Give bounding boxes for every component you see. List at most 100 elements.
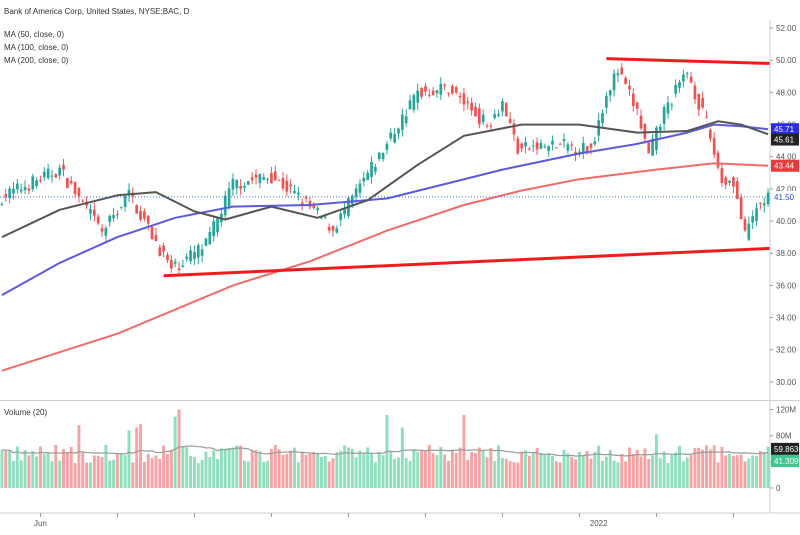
candle bbox=[497, 109, 500, 118]
candle-body bbox=[408, 100, 412, 110]
candle-body bbox=[581, 142, 585, 153]
candle bbox=[658, 123, 662, 138]
candle-body bbox=[385, 143, 389, 150]
candle bbox=[458, 92, 462, 104]
candle-body bbox=[204, 238, 208, 246]
volume-bar bbox=[647, 459, 651, 488]
volume-bar bbox=[139, 424, 142, 488]
ma50-line bbox=[1, 120, 769, 239]
candle-body bbox=[762, 203, 766, 206]
candle bbox=[462, 87, 466, 112]
candle-body bbox=[739, 197, 743, 220]
candle bbox=[327, 223, 331, 234]
candle-body bbox=[308, 200, 312, 207]
volume-bar bbox=[212, 450, 216, 488]
candle-body bbox=[139, 210, 142, 220]
trendline-0 bbox=[163, 246, 771, 278]
volume-bar bbox=[273, 444, 277, 488]
candle-body bbox=[516, 138, 520, 154]
volume-bar bbox=[358, 450, 362, 488]
volume-bar bbox=[635, 449, 639, 488]
candle bbox=[385, 140, 389, 155]
candle bbox=[581, 136, 585, 159]
volume-bar bbox=[373, 462, 377, 488]
volume-bar bbox=[370, 452, 373, 488]
volume-bar bbox=[0, 449, 4, 488]
volume-title[interactable]: Volume (20) bbox=[4, 408, 47, 417]
candle-body bbox=[200, 249, 204, 256]
candle bbox=[15, 178, 19, 194]
candle-body bbox=[270, 173, 273, 184]
legend-ma50[interactable]: MA (50, close, 0) bbox=[4, 30, 64, 39]
ma100-line bbox=[1, 123, 769, 296]
volume-bar bbox=[439, 446, 443, 488]
candle bbox=[547, 145, 550, 157]
candle bbox=[143, 208, 146, 222]
candle-body bbox=[470, 103, 473, 111]
price-tick-label: 42.00 bbox=[776, 185, 797, 194]
candle-body bbox=[158, 247, 162, 256]
candle-body bbox=[528, 148, 531, 150]
candle bbox=[81, 199, 85, 203]
candle bbox=[27, 184, 31, 195]
volume-bar bbox=[23, 449, 27, 488]
volume-bar bbox=[69, 447, 73, 488]
legend-ma100[interactable]: MA (100, close, 0) bbox=[4, 43, 69, 52]
candle bbox=[689, 71, 693, 84]
volume-bar bbox=[504, 459, 508, 488]
candle bbox=[447, 92, 450, 97]
candle bbox=[412, 93, 416, 113]
volume-tick-label: 0 bbox=[776, 484, 781, 493]
candle bbox=[119, 206, 123, 210]
volume-bar bbox=[527, 455, 531, 488]
time-tick-label: 2022 bbox=[590, 519, 608, 528]
candle bbox=[108, 214, 112, 227]
volume-bar bbox=[658, 458, 662, 488]
volume-bar bbox=[751, 455, 755, 488]
volume-bar bbox=[678, 445, 681, 488]
candle bbox=[435, 89, 439, 98]
volume-bar bbox=[77, 425, 81, 488]
candle-body bbox=[439, 83, 443, 95]
candle bbox=[339, 209, 343, 227]
candle-body bbox=[227, 188, 231, 206]
volume-bar bbox=[350, 448, 354, 488]
volume-bar bbox=[312, 451, 316, 488]
volume-bar bbox=[169, 449, 173, 488]
volume-bar bbox=[200, 459, 204, 488]
candle bbox=[682, 69, 685, 88]
candle-body bbox=[481, 114, 485, 123]
candle bbox=[281, 172, 285, 192]
candle bbox=[208, 226, 212, 246]
candle-body bbox=[435, 90, 439, 94]
candle-body bbox=[531, 145, 535, 147]
candle bbox=[289, 179, 293, 194]
volume-tag-0: 59.863M bbox=[771, 442, 800, 455]
volume-bar bbox=[85, 462, 89, 488]
candle-body bbox=[458, 96, 462, 98]
ma-tag-1-label: 45.61 bbox=[774, 136, 795, 145]
candle-body bbox=[254, 174, 258, 178]
price-tick-label: 34.00 bbox=[776, 314, 797, 323]
volume-bar bbox=[708, 449, 712, 488]
candle bbox=[262, 173, 266, 181]
candle bbox=[470, 97, 473, 116]
volume-bar bbox=[281, 454, 285, 488]
current-price-tag: 41.50 bbox=[771, 190, 799, 203]
candle bbox=[732, 176, 735, 194]
ma200-line bbox=[1, 162, 769, 372]
candle bbox=[566, 141, 570, 155]
candle bbox=[293, 184, 296, 195]
volume-bar bbox=[243, 460, 246, 488]
volume-bar bbox=[716, 462, 720, 488]
volume-tag-0-label: 59.863M bbox=[774, 445, 800, 454]
candle-body bbox=[39, 180, 42, 182]
volume-bar bbox=[581, 455, 585, 488]
candle bbox=[751, 210, 755, 230]
axes: 52.0050.0048.0046.0044.0042.0040.0038.00… bbox=[0, 20, 800, 528]
legend-ma200[interactable]: MA (200, close, 0) bbox=[4, 56, 69, 65]
candle-body bbox=[712, 138, 716, 155]
candle-body bbox=[62, 165, 65, 170]
